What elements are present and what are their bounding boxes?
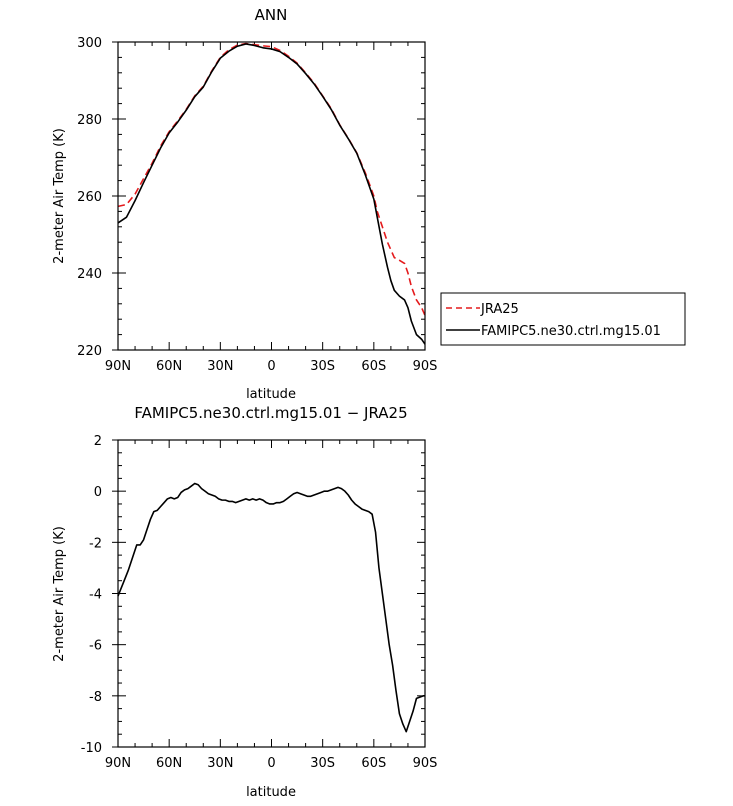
y-tick-label: 300 [77,36,102,51]
x-tick-label: 0 [267,359,275,374]
x-tick-label: 90S [413,359,438,374]
series-line-diff-0 [117,482,425,733]
y-tick-label: -8 [89,690,102,705]
top-chart-title: ANN [255,6,288,24]
legend-label-jra25: JRA25 [480,302,519,317]
x-tick-label: 90N [105,359,131,374]
legend: JRA25 FAMIPC5.ne30.ctrl.mg15.01 [440,292,686,346]
series-line-jra25 [117,42,426,316]
top-ticks: 90N 60N 30N 0 30S 60S 90S 220 240 260 280 300 [77,36,437,374]
y-tick-label: 240 [77,267,102,282]
x-tick-label: 90S [413,756,438,771]
y-tick-label: -4 [89,588,102,603]
y-tick-label: -10 [81,741,102,756]
y-tick-label: 280 [77,113,102,128]
x-tick-label: 60N [156,756,182,771]
bottom-series [117,482,425,733]
x-tick-label: 0 [267,756,275,771]
x-tick-label: 30N [207,756,233,771]
x-tick-label: 60N [156,359,182,374]
bottom-panel: FAMIPC5.ne30.ctrl.mg15.01 − JRA25 90N 60N… [52,404,437,800]
y-tick-label: -6 [89,639,102,654]
top-y-axis-label: 2-meter Air Temp (K) [52,128,67,264]
bottom-y-axis-label: 2-meter Air Temp (K) [52,526,67,662]
bottom-ticks: 90N 60N 30N 0 30S 60S 90S -10 -8 -6 -4 -2 0 2 [81,434,438,771]
top-x-axis-label: latitude [246,387,296,402]
x-tick-label: 30N [207,359,233,374]
x-tick-label: 30S [310,756,335,771]
bottom-x-axis-label: latitude [246,785,296,800]
x-tick-label: 90N [105,756,131,771]
x-tick-label: 30S [310,359,335,374]
y-tick-label: 220 [77,344,102,359]
top-series [117,42,426,345]
bottom-chart-title: FAMIPC5.ne30.ctrl.mg15.01 − JRA25 [134,404,407,422]
legend-box [440,292,686,346]
x-tick-label: 60S [361,359,386,374]
y-tick-label: 260 [77,190,102,205]
x-tick-label: 60S [361,756,386,771]
y-tick-label: 0 [94,485,102,500]
legend-label-famipc5: FAMIPC5.ne30.ctrl.mg15.01 [481,324,661,339]
bottom-plot-frame [117,439,426,748]
top-plot-frame [117,41,426,351]
y-tick-label: -2 [89,536,102,551]
y-tick-label: 2 [94,434,102,449]
series-line-famipc5-ne30-ctrl-mg15-01 [117,43,426,345]
top-panel: ANN 90N 60N 30N 0 30S 60S 90S 220 240 260 280 300 l… [52,6,437,402]
